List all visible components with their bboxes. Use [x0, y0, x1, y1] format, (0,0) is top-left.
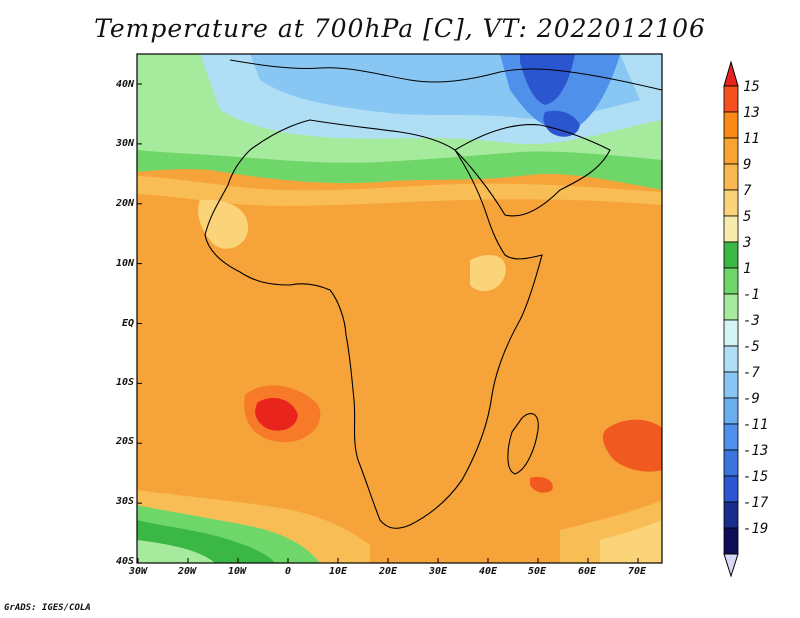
colorbar-bottom-arrow: [723, 553, 739, 578]
colorbar-swatch: [723, 111, 739, 139]
colorbar-label: 9: [743, 157, 752, 173]
lat-label: 10S: [115, 377, 134, 388]
colorbar-swatch: [723, 241, 739, 269]
europe-coastline: [229, 59, 663, 91]
lon-label: 70E: [627, 566, 647, 577]
lon-label: 50E: [527, 566, 547, 577]
lat-label: 40N: [115, 79, 134, 90]
colorbar-label: -13: [743, 443, 769, 459]
lat-label: 30S: [115, 496, 134, 507]
colorbar-label: -7: [743, 365, 760, 381]
credit-text: GrADS: IGES/COLA: [4, 603, 91, 613]
temperature-field: [137, 54, 662, 563]
axis-ticks: [137, 83, 639, 564]
colorbar-swatch: [723, 319, 739, 347]
coastline: [204, 119, 543, 529]
colorbar-swatch: [723, 215, 739, 243]
colorbar-label: 1: [743, 261, 752, 277]
colorbar-label: -5: [743, 339, 760, 355]
lon-label: 20E: [378, 566, 398, 577]
colorbar-label: 13: [743, 105, 760, 121]
lat-label: 40S: [115, 556, 134, 567]
colorbar-swatch: [723, 397, 739, 425]
lat-label: 20S: [115, 436, 134, 447]
lat-label: 10N: [115, 258, 134, 269]
colorbar-swatch: [723, 449, 739, 477]
lon-label: 30E: [428, 566, 448, 577]
colorbar-label: 5: [743, 209, 752, 225]
colorbar-label: 7: [743, 183, 752, 199]
colorbar-label: -19: [743, 521, 769, 537]
colorbar-swatch: [723, 293, 739, 321]
colorbar-label: -11: [743, 417, 769, 433]
lat-label: EQ: [121, 318, 134, 329]
arabia-coastline: [454, 124, 611, 217]
lon-label: 40E: [478, 566, 498, 577]
colorbar-swatch: [723, 423, 739, 451]
lon-label: 60E: [577, 566, 597, 577]
colorbar-label: -9: [743, 391, 760, 407]
map-frame: [136, 53, 663, 564]
colorbar-label: -17: [743, 495, 769, 511]
colorbar-swatch: [723, 475, 739, 503]
colorbar-label: 3: [743, 235, 752, 251]
lon-label: 10E: [328, 566, 348, 577]
colorbar-swatch: [723, 85, 739, 113]
colorbar-swatch: [723, 137, 739, 165]
colorbar-label: 11: [743, 131, 760, 147]
colorbar-swatch: [723, 189, 739, 217]
lat-label: 20N: [115, 198, 134, 209]
colorbar-swatch: [723, 371, 739, 399]
lon-label: 0: [284, 566, 292, 577]
colorbar-swatch: [723, 501, 739, 529]
colorbar-label: -15: [743, 469, 769, 485]
colorbar-label: 15: [743, 79, 760, 95]
colorbar-label: -3: [743, 313, 760, 329]
colorbar: [723, 60, 739, 578]
lat-label: 30N: [115, 138, 134, 149]
lon-label: 20W: [177, 566, 197, 577]
colorbar-label: -1: [743, 287, 760, 303]
colorbar-swatch: [723, 163, 739, 191]
madagascar-coastline: [507, 412, 539, 475]
lon-label: 10W: [227, 566, 247, 577]
lon-label: 30W: [128, 566, 148, 577]
colorbar-top-arrow: [723, 60, 739, 87]
colorbar-swatch: [723, 345, 739, 373]
colorbar-swatch: [723, 267, 739, 295]
colorbar-swatch: [723, 527, 739, 555]
chart-title: Temperature at 700hPa [C], VT: 202201210…: [94, 14, 706, 43]
